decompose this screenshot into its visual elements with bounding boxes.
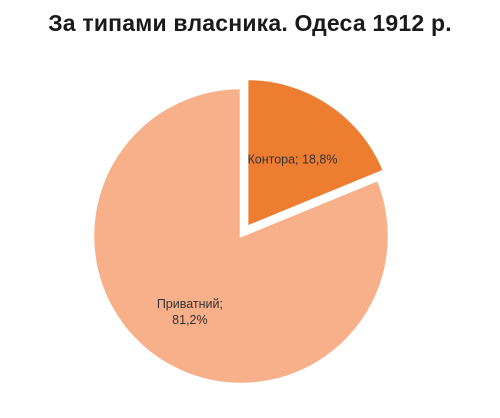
slice-label-line: Контора; 18,8% (247, 152, 337, 166)
slice-label-line: Приватний; (157, 297, 223, 311)
pie-slices (93, 79, 389, 384)
slice-label-line: 81,2% (172, 313, 207, 327)
slice-label-1: Контора; 18,8% (247, 152, 337, 166)
